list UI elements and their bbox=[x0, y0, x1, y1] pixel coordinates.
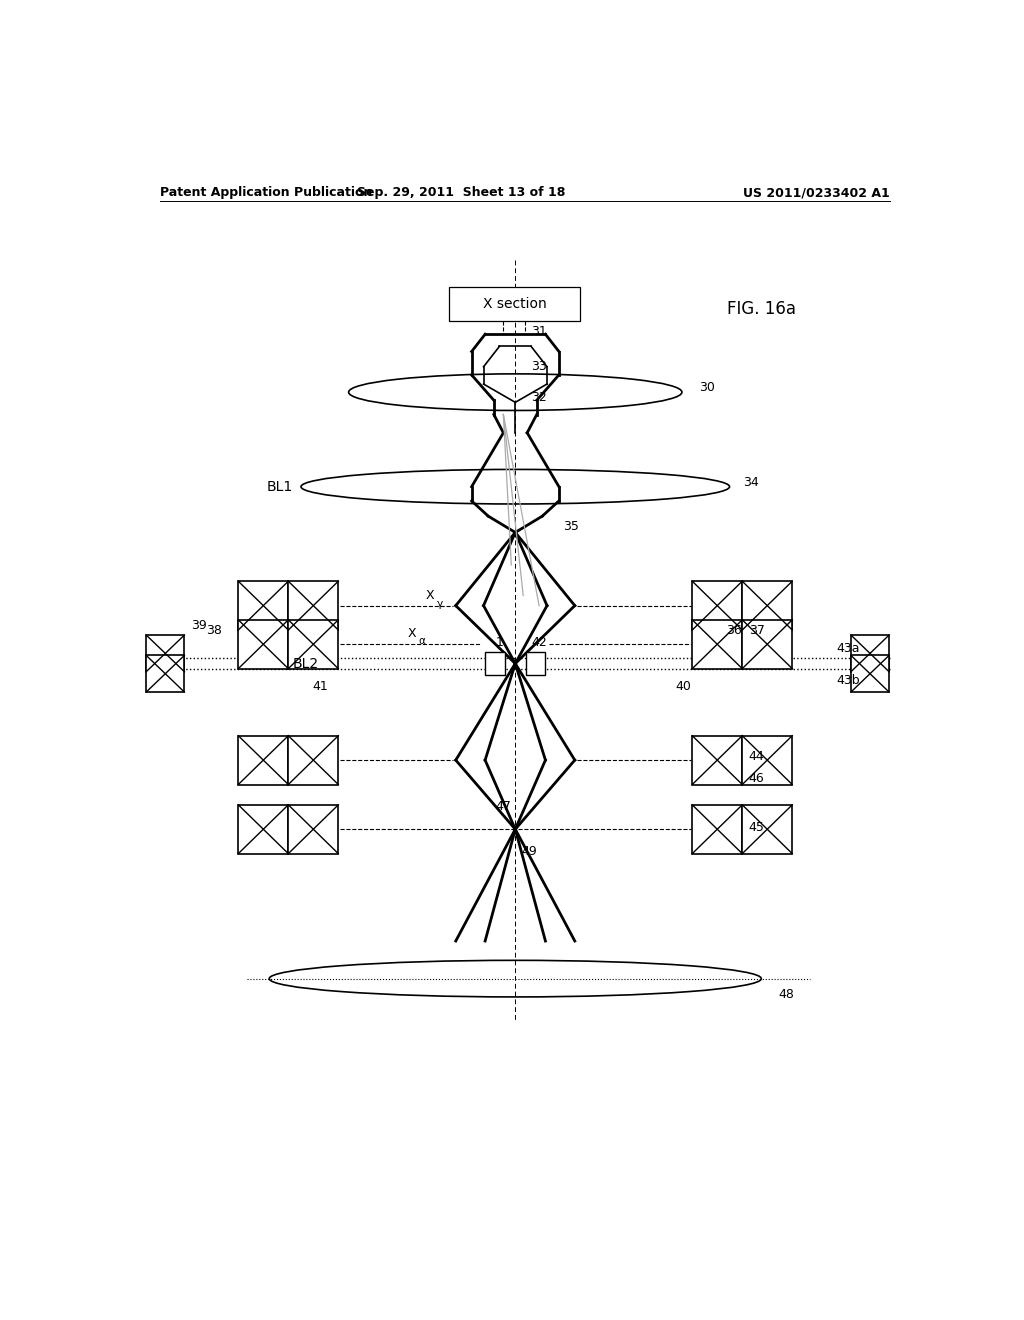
Text: 1: 1 bbox=[496, 636, 504, 648]
Bar bbox=[146, 635, 184, 672]
Text: BL1: BL1 bbox=[267, 479, 293, 494]
Bar bbox=[289, 735, 338, 784]
Text: 44: 44 bbox=[749, 750, 764, 763]
Bar bbox=[851, 635, 889, 672]
Bar bbox=[239, 620, 289, 669]
Text: 47: 47 bbox=[496, 800, 511, 813]
Text: 45: 45 bbox=[749, 821, 765, 834]
Bar bbox=[450, 288, 581, 321]
Text: 43b: 43b bbox=[836, 675, 859, 688]
Text: US 2011/0233402 A1: US 2011/0233402 A1 bbox=[743, 186, 890, 199]
Bar bbox=[692, 735, 742, 784]
Bar bbox=[742, 735, 793, 784]
Text: 41: 41 bbox=[312, 680, 328, 693]
Bar bbox=[289, 581, 338, 630]
Bar bbox=[239, 581, 289, 630]
Text: 36: 36 bbox=[726, 623, 742, 636]
Bar bbox=[742, 620, 793, 669]
Bar bbox=[239, 735, 289, 784]
Text: 33: 33 bbox=[531, 360, 547, 374]
Text: BL2: BL2 bbox=[293, 656, 319, 671]
Text: 32: 32 bbox=[531, 391, 547, 404]
Bar bbox=[289, 620, 338, 669]
Text: 34: 34 bbox=[743, 477, 759, 490]
Text: α: α bbox=[419, 636, 425, 647]
Text: 49: 49 bbox=[521, 845, 538, 858]
Bar bbox=[742, 581, 793, 630]
Text: 42: 42 bbox=[531, 636, 547, 648]
Text: X section: X section bbox=[483, 297, 547, 310]
Text: 37: 37 bbox=[749, 623, 765, 636]
Bar bbox=[485, 652, 505, 675]
Text: Patent Application Publication: Patent Application Publication bbox=[160, 186, 372, 199]
Bar bbox=[851, 656, 889, 692]
Text: 30: 30 bbox=[699, 380, 716, 393]
Text: 39: 39 bbox=[190, 619, 207, 632]
Bar bbox=[239, 805, 289, 854]
Text: X: X bbox=[408, 627, 416, 640]
Bar bbox=[692, 581, 742, 630]
Bar bbox=[289, 805, 338, 854]
Text: 48: 48 bbox=[778, 989, 795, 1002]
Text: Sep. 29, 2011  Sheet 13 of 18: Sep. 29, 2011 Sheet 13 of 18 bbox=[357, 186, 565, 199]
Text: X: X bbox=[426, 589, 434, 602]
Bar bbox=[742, 805, 793, 854]
Text: 46: 46 bbox=[749, 772, 764, 785]
Bar bbox=[692, 620, 742, 669]
Text: γ: γ bbox=[436, 598, 443, 609]
Text: 31: 31 bbox=[531, 325, 547, 338]
Bar bbox=[146, 656, 184, 692]
Text: 38: 38 bbox=[207, 623, 222, 636]
Bar bbox=[692, 805, 742, 854]
Text: 40: 40 bbox=[676, 680, 691, 693]
Text: 35: 35 bbox=[563, 520, 579, 533]
Bar bbox=[525, 652, 546, 675]
Text: FIG. 16a: FIG. 16a bbox=[727, 300, 797, 318]
Text: 43a: 43a bbox=[836, 642, 859, 655]
